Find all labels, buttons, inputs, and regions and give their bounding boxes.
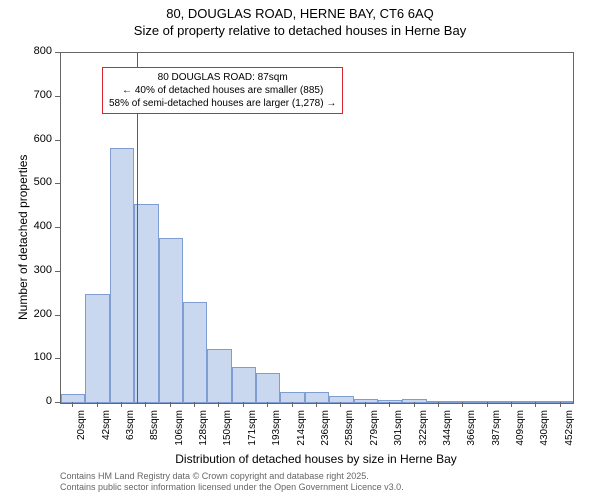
y-tick — [55, 183, 60, 184]
histogram-bar — [134, 204, 158, 403]
histogram-bar — [85, 294, 109, 403]
x-tick — [316, 402, 317, 407]
x-tick-label: 236sqm — [320, 410, 331, 450]
y-tick-label: 500 — [22, 176, 52, 188]
x-tick-label: 20sqm — [76, 410, 87, 450]
y-tick-label: 300 — [22, 264, 52, 276]
chart-title-line2: Size of property relative to detached ho… — [0, 23, 600, 40]
x-tick — [414, 402, 415, 407]
x-tick-label: 409sqm — [515, 410, 526, 450]
histogram-bar — [183, 302, 207, 404]
y-tick — [55, 52, 60, 53]
x-tick — [438, 402, 439, 407]
chart-title-block: 80, DOUGLAS ROAD, HERNE BAY, CT6 6AQ Siz… — [0, 6, 600, 40]
x-tick — [340, 402, 341, 407]
x-tick-label: 322sqm — [418, 410, 429, 450]
x-tick — [243, 402, 244, 407]
footer-line2: Contains public sector information licen… — [60, 482, 404, 494]
y-tick — [55, 227, 60, 228]
y-tick-label: 200 — [22, 308, 52, 320]
histogram-bar — [354, 399, 378, 403]
annotation-line2: ← 40% of detached houses are smaller (88… — [109, 84, 336, 97]
x-tick — [365, 402, 366, 407]
x-tick-label: 279sqm — [369, 410, 380, 450]
x-tick-label: 387sqm — [491, 410, 502, 450]
histogram-bar — [329, 396, 353, 403]
y-tick-label: 400 — [22, 220, 52, 232]
annotation-line1: 80 DOUGLAS ROAD: 87sqm — [109, 71, 336, 84]
x-tick-label: 214sqm — [296, 410, 307, 450]
x-tick-label: 258sqm — [344, 410, 355, 450]
x-tick — [267, 402, 268, 407]
x-tick — [560, 402, 561, 407]
x-axis-label: Distribution of detached houses by size … — [60, 452, 572, 466]
histogram-bar — [159, 238, 183, 403]
histogram-bar — [280, 392, 304, 403]
y-tick — [55, 358, 60, 359]
histogram-bar — [524, 401, 548, 403]
y-tick — [55, 96, 60, 97]
histogram-bar — [427, 401, 451, 403]
x-tick-label: 430sqm — [539, 410, 550, 450]
y-tick-label: 700 — [22, 89, 52, 101]
histogram-bar — [256, 373, 280, 403]
x-tick — [72, 402, 73, 407]
x-tick-label: 171sqm — [247, 410, 258, 450]
y-tick-label: 0 — [22, 395, 52, 407]
x-tick-label: 301sqm — [393, 410, 404, 450]
y-tick-label: 800 — [22, 45, 52, 57]
histogram-bar — [232, 367, 256, 403]
histogram-bar — [451, 401, 475, 403]
x-tick — [194, 402, 195, 407]
y-tick — [55, 140, 60, 141]
x-tick — [487, 402, 488, 407]
histogram-bar — [207, 349, 231, 403]
y-tick-label: 600 — [22, 133, 52, 145]
x-tick — [511, 402, 512, 407]
x-tick — [121, 402, 122, 407]
x-tick-label: 106sqm — [174, 410, 185, 450]
x-tick — [145, 402, 146, 407]
x-tick — [292, 402, 293, 407]
x-tick-label: 42sqm — [101, 410, 112, 450]
y-tick — [55, 402, 60, 403]
histogram-bar — [475, 401, 499, 403]
histogram-bar — [402, 399, 426, 403]
x-tick — [389, 402, 390, 407]
annotation-box: 80 DOUGLAS ROAD: 87sqm ← 40% of detached… — [102, 67, 343, 114]
histogram-bar — [110, 148, 134, 403]
x-tick — [170, 402, 171, 407]
histogram-bar — [549, 401, 573, 403]
y-tick — [55, 315, 60, 316]
chart-title-line1: 80, DOUGLAS ROAD, HERNE BAY, CT6 6AQ — [0, 6, 600, 23]
footer-attribution: Contains HM Land Registry data © Crown c… — [60, 471, 404, 494]
x-tick — [462, 402, 463, 407]
x-tick-label: 128sqm — [198, 410, 209, 450]
footer-line1: Contains HM Land Registry data © Crown c… — [60, 471, 404, 483]
x-tick-label: 150sqm — [222, 410, 233, 450]
x-tick — [97, 402, 98, 407]
x-tick-label: 366sqm — [466, 410, 477, 450]
y-tick — [55, 271, 60, 272]
x-tick — [535, 402, 536, 407]
x-tick-label: 63sqm — [125, 410, 136, 450]
histogram-bar — [61, 394, 85, 403]
x-tick-label: 85sqm — [149, 410, 160, 450]
x-tick-label: 193sqm — [271, 410, 282, 450]
x-tick — [218, 402, 219, 407]
x-tick-label: 344sqm — [442, 410, 453, 450]
y-tick-label: 100 — [22, 351, 52, 363]
x-tick-label: 452sqm — [564, 410, 575, 450]
annotation-line3: 58% of semi-detached houses are larger (… — [109, 97, 336, 110]
